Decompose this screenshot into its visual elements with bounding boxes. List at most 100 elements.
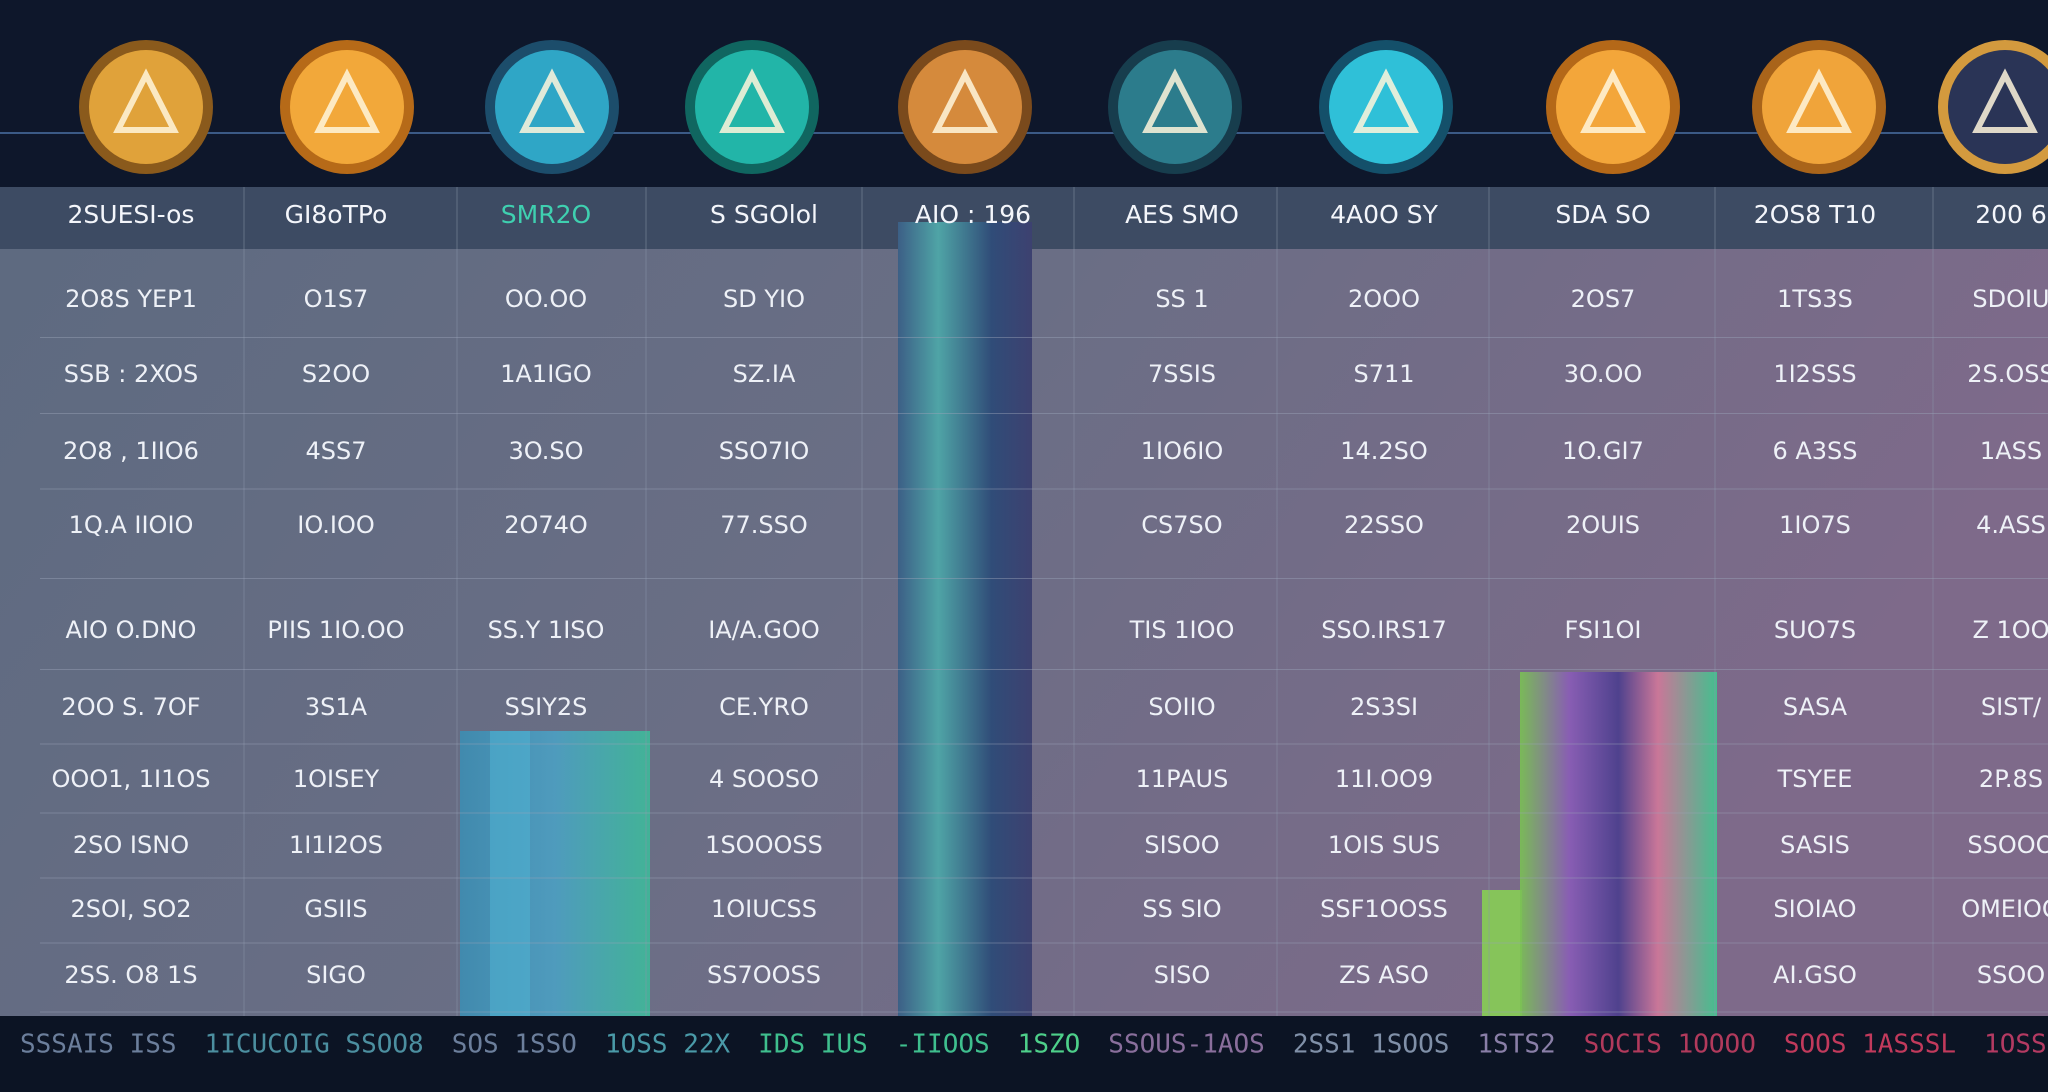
table-cell: 1I2SSS xyxy=(1773,360,1856,388)
ticker-item: SOOS 1ASSSL xyxy=(1784,1030,1956,1060)
table-cell: CE.YRO xyxy=(719,693,809,721)
table-cell: OO.OO xyxy=(505,285,587,313)
table-cell: 1Q.A IIOIO xyxy=(69,511,194,539)
table-cell: 1IO6IO xyxy=(1141,437,1223,465)
table-cell: 1SOOOSS xyxy=(705,831,823,859)
coin-symbol xyxy=(719,68,785,133)
ticker-item: IDS IUS xyxy=(758,1030,868,1060)
table-cell: S2OO xyxy=(302,360,370,388)
table-cell: 2O74O xyxy=(504,511,588,539)
decor-bar xyxy=(460,731,650,1016)
table-cell: SD YIO xyxy=(723,285,805,313)
coin-symbol xyxy=(932,68,998,133)
table-cell: GSIIS xyxy=(304,895,367,923)
header-cell: 4A0O SY xyxy=(1330,200,1438,229)
table-cell: 11PAUS xyxy=(1136,765,1229,793)
table-cell: 3S1A xyxy=(305,693,368,721)
ticker-item: -IIOOS xyxy=(896,1030,990,1060)
coin-symbol xyxy=(113,68,179,133)
header-cell: 2OS8 T10 xyxy=(1754,200,1876,229)
header-cell: S SGOlol xyxy=(710,200,818,229)
table-cell: 1ASS xyxy=(1980,437,2042,465)
ticker-item: 1ICUCOIG SSOO8 xyxy=(205,1030,424,1060)
table-cell: O1S7 xyxy=(304,285,369,313)
table-cell: 2OO S. 7OF xyxy=(61,693,200,721)
table-cell: SUO7S xyxy=(1774,616,1856,644)
table-cell: SSIY2S xyxy=(505,693,588,721)
ticker-item: 1OSS 22X xyxy=(605,1030,731,1060)
table-cell: 4 SOOSO xyxy=(709,765,819,793)
table-cell: 2OS7 xyxy=(1571,285,1636,313)
coin-symbol xyxy=(1580,68,1646,133)
table-cell: 2SOI, SO2 xyxy=(70,895,191,923)
table-cell: SS SIO xyxy=(1142,895,1221,923)
table-cell: SSB : 2XOS xyxy=(64,360,199,388)
table-cell: 1TS3S xyxy=(1777,285,1853,313)
table-cell: 2O8S YEP1 xyxy=(65,285,197,313)
table-cell: 3O.OO xyxy=(1564,360,1643,388)
table-cell: FSI1OI xyxy=(1565,616,1642,644)
table-cell: 2SS. O8 1S xyxy=(64,961,197,989)
table-cell: SISO xyxy=(1154,961,1210,989)
ticker-item: SOS 1SSO xyxy=(452,1030,577,1060)
table-cell: SIGO xyxy=(306,961,366,989)
table-cell: 4SS7 xyxy=(305,437,366,465)
table-cell: SSO7IO xyxy=(719,437,810,465)
coin-symbol xyxy=(1972,68,2038,133)
table-cell: SS.Y 1ISO xyxy=(488,616,605,644)
header-cell: 2SUESI-os xyxy=(68,200,195,229)
ticker: SSSAIS ISS 1ICUCOIG SSOO8 SOS 1SSO 1OSS 22X… xyxy=(20,1030,2048,1060)
table-cell: 14.2SO xyxy=(1340,437,1428,465)
coins xyxy=(79,40,2048,174)
table-cell: SSO.IRS17 xyxy=(1321,616,1447,644)
table-cell: 2P.8S xyxy=(1979,765,2043,793)
decor-bar xyxy=(490,731,530,1016)
table-cell: 2OUIS xyxy=(1566,511,1640,539)
table-cell: SSF1OOSS xyxy=(1320,895,1448,923)
coin-symbol xyxy=(519,68,585,133)
table-cell: 2SO ISNO xyxy=(73,831,189,859)
table-cell: 2OOO xyxy=(1348,285,1420,313)
table-cell: SSOOO xyxy=(1967,831,2048,859)
coin-face xyxy=(1556,50,1670,164)
table-cell: SOIIO xyxy=(1148,693,1215,721)
table-cell: 7SSIS xyxy=(1148,360,1216,388)
coin-face xyxy=(495,50,609,164)
table-cell: IO.IOO xyxy=(297,511,374,539)
table-cell: 4.ASS xyxy=(1976,511,2046,539)
table-cell: TSYEE xyxy=(1777,765,1853,793)
header-cell: AIO : 196 xyxy=(915,200,1031,229)
header-cell: SDA SO xyxy=(1555,200,1650,229)
coin-face xyxy=(695,50,809,164)
table-cell: PIIS 1IO.OO xyxy=(267,616,404,644)
coin-face xyxy=(1329,50,1443,164)
header-cell: 200 6 xyxy=(1975,200,2047,229)
coin-face xyxy=(1118,50,1232,164)
table-cell: ZS ASO xyxy=(1339,961,1429,989)
table-cell: SISOO xyxy=(1144,831,1219,859)
ticker-item: 1STS2 xyxy=(1477,1030,1555,1060)
table-cell: SS7OOSS xyxy=(707,961,821,989)
grid xyxy=(40,187,2048,1016)
header-cell: SMR2O xyxy=(501,200,591,229)
decor-bar xyxy=(1482,890,1522,1016)
table-cell: 2O8 , 1IIO6 xyxy=(63,437,199,465)
table-cell: SASIS xyxy=(1780,831,1850,859)
table-cell: 3O.SO xyxy=(509,437,584,465)
table-cell: 22SSO xyxy=(1344,511,1424,539)
coin-face xyxy=(908,50,1022,164)
table-cell: Z 1OO xyxy=(1972,616,2048,644)
table-cell: SZ.IA xyxy=(733,360,796,388)
table-cell: OMEIOO xyxy=(1961,895,2048,923)
table-cell: SIOIAO xyxy=(1773,895,1856,923)
cells: 2SUESI-os GI8oTPo SMR2O S SGOlol AIO : 196 AE… xyxy=(52,200,2048,989)
table-cell: 1OIS SUS xyxy=(1328,831,1440,859)
table-cell: 2S.OSS xyxy=(1967,360,2048,388)
coin-face xyxy=(1948,50,2048,164)
decor-bar xyxy=(1520,672,1717,1016)
coin-face xyxy=(1762,50,1876,164)
coin-symbol xyxy=(314,68,380,133)
table-cell: 11I.OO9 xyxy=(1335,765,1433,793)
table-cell: 1OIUCSS xyxy=(711,895,817,923)
